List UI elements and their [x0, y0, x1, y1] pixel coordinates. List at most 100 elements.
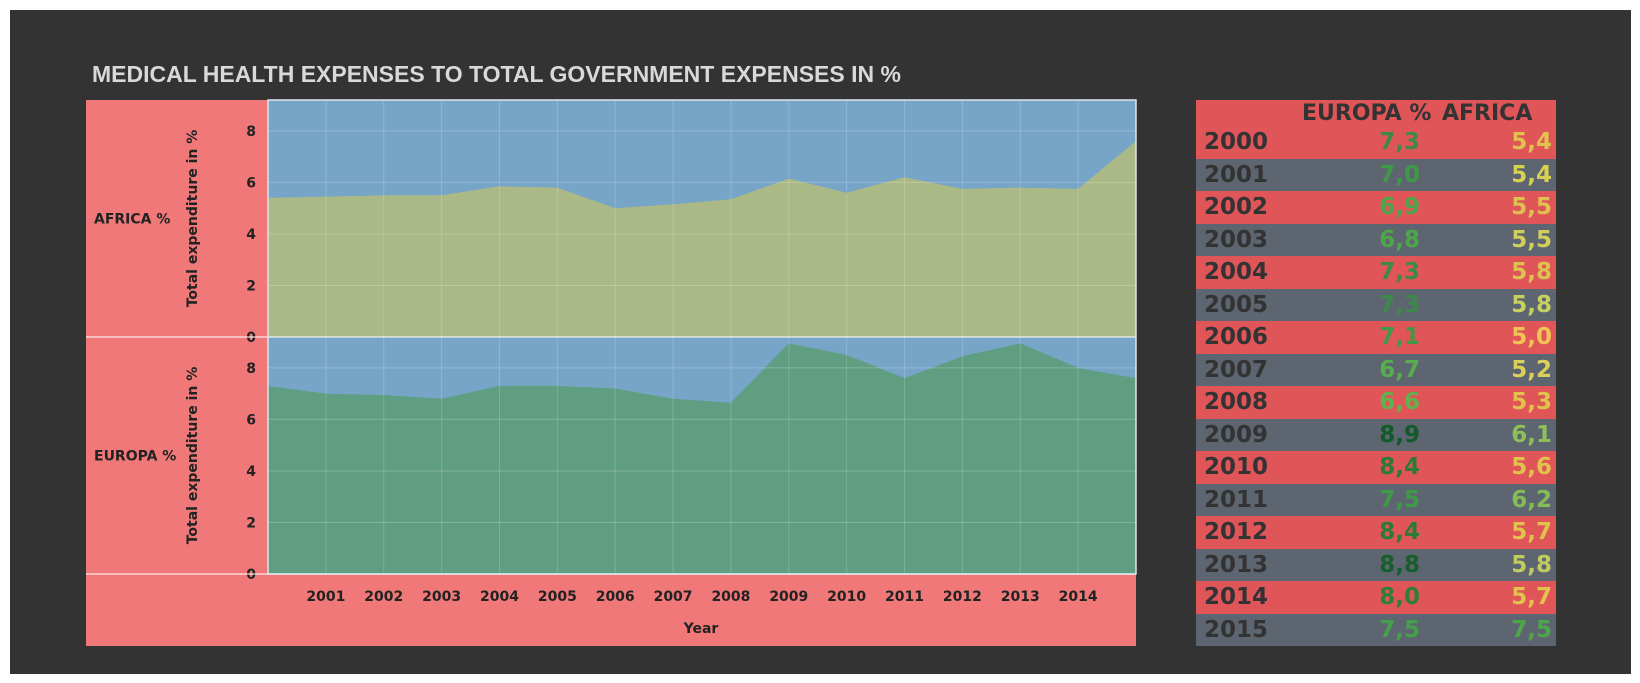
row-europa-value: 7,3: [1379, 291, 1420, 318]
row-africa-value: 5,4: [1511, 161, 1552, 188]
table-row: 2000 7,3 5,4: [1196, 126, 1556, 159]
table-row: 2011 7,5 6,2: [1196, 483, 1556, 516]
row-europa-value: 6,6: [1379, 389, 1420, 415]
chart-labels: 0 2 4 6 8 Total expenditure in % AFRICA % 0 2 4 6 8…: [86, 99, 1137, 637]
y-tick-label: 6: [246, 175, 256, 191]
row-africa-value: 5,7: [1511, 519, 1552, 545]
row-africa-value: 5,8: [1511, 551, 1552, 578]
y-tick-label: 2: [246, 278, 256, 294]
table-header: EUROPA % AFRICA %: [1196, 100, 1556, 151]
table-row: 2009 8,9 6,1: [1196, 418, 1556, 451]
row-europa-value: 8,8: [1379, 551, 1420, 578]
table-row: 2002 6,9 5,5: [1196, 191, 1556, 224]
x-tick-label: 2002: [364, 589, 403, 605]
x-tick-label: 2013: [1001, 589, 1040, 605]
row-year: 2014: [1204, 584, 1269, 610]
row-africa-value: 5,0: [1511, 324, 1552, 350]
x-axis-title: Year: [683, 621, 719, 637]
y-tick-label: 0: [246, 567, 256, 583]
row-europa-value: 7,5: [1379, 616, 1420, 643]
y-tick-label: 2: [246, 515, 256, 531]
row-africa-value: 5,7: [1511, 584, 1552, 610]
table-row: 2004 7,3 5,8: [1196, 256, 1556, 289]
row-europa-value: 6,9: [1379, 194, 1420, 220]
table-row: 2001 7,0 5,4: [1196, 158, 1556, 191]
row-africa-value: 5,5: [1511, 226, 1552, 253]
row-europa-value: 7,3: [1379, 259, 1420, 285]
row-year: 2008: [1204, 389, 1269, 415]
row-year: 2012: [1204, 519, 1269, 545]
y-tick-label: 4: [246, 227, 256, 243]
row-africa-value: 6,1: [1511, 421, 1552, 448]
row-europa-value: 8,4: [1379, 519, 1420, 545]
row-africa-value: 5,6: [1511, 454, 1552, 480]
row-africa-value: 5,2: [1511, 356, 1552, 383]
y-tick-label: 4: [246, 464, 256, 480]
row-africa-value: 6,2: [1511, 486, 1552, 513]
y-tick-label: 6: [246, 412, 256, 428]
row-europa-value: 8,9: [1379, 421, 1420, 448]
x-tick-label: 2009: [769, 589, 808, 605]
x-tick-label: 2003: [422, 589, 461, 605]
row-europa-value: 6,8: [1379, 226, 1420, 253]
table-row: 2012 8,4 5,7: [1196, 516, 1556, 549]
row-year: 2010: [1204, 454, 1269, 480]
y-tick-label: 8: [246, 124, 256, 140]
values-table: EUROPA % AFRICA % 20007,35,420017,05,420…: [1196, 100, 1556, 646]
x-tick-label: 2011: [885, 589, 924, 605]
row-africa-value: 5,5: [1511, 194, 1552, 220]
row-africa-value: 5,8: [1511, 291, 1552, 318]
x-tick-label: 2005: [538, 589, 577, 605]
row-year: 2002: [1204, 194, 1269, 220]
table-row: 2003 6,8 5,5: [1196, 223, 1556, 256]
x-tick-label: 2014: [1059, 589, 1098, 605]
row-europa-value: 7,3: [1379, 129, 1420, 155]
x-tick-label: 2010: [827, 589, 866, 605]
table-body: 2000 7,3 5,4 2001 7,0 5,4 2002 6,9 5,5 2003 6,8 5,5…: [1196, 126, 1556, 646]
panel-label: AFRICA %: [94, 212, 170, 228]
x-tick-label: 2008: [711, 589, 750, 605]
series-area: [268, 141, 1136, 337]
row-africa-value: 7,5: [1511, 616, 1552, 643]
table-row: 2005 7,3 5,8: [1196, 288, 1556, 321]
y-axis-title: Total expenditure in %: [185, 367, 201, 545]
dashboard-title: MEDICAL HEALTH EXPENSES TO TOTAL GOVERNM…: [92, 61, 901, 87]
row-europa-value: 7,0: [1379, 161, 1420, 188]
x-tick-label: 2006: [596, 589, 635, 605]
header-europa: EUROPA %: [1302, 101, 1432, 126]
row-year: 2007: [1204, 356, 1269, 383]
row-year: 2003: [1204, 226, 1269, 253]
row-year: 2001: [1204, 161, 1269, 188]
row-europa-value: 8,0: [1379, 584, 1420, 610]
table-row: 2010 8,4 5,6: [1196, 451, 1556, 484]
x-tick-label: 2007: [654, 589, 693, 605]
row-year: 2000: [1204, 129, 1269, 155]
row-year: 2015: [1204, 616, 1269, 643]
y-axis-title: Total expenditure in %: [185, 130, 201, 308]
table-row: 2008 6,6 5,3: [1196, 386, 1556, 419]
plot-border: [267, 99, 1137, 575]
table-row: 2014 8,0 5,7: [1196, 581, 1556, 614]
row-year: 2004: [1204, 259, 1269, 285]
x-tick-label: 2012: [943, 589, 982, 605]
row-africa-value: 5,8: [1511, 259, 1552, 285]
row-europa-value: 7,5: [1379, 486, 1420, 513]
plot-areas: [267, 100, 1137, 574]
row-year: 2009: [1204, 421, 1269, 448]
row-year: 2005: [1204, 291, 1269, 318]
row-africa-value: 5,3: [1511, 389, 1552, 415]
row-europa-value: 7,1: [1379, 324, 1420, 350]
row-year: 2006: [1204, 324, 1269, 350]
x-tick-label: 2004: [480, 589, 519, 605]
row-year: 2011: [1204, 486, 1269, 513]
panel-label: EUROPA %: [94, 449, 176, 465]
row-africa-value: 5,4: [1511, 129, 1552, 155]
series-area: [268, 343, 1136, 574]
table-row: 2006 7,1 5,0: [1196, 321, 1556, 354]
table-row: 2015 7,5 7,5: [1196, 613, 1556, 646]
table-row: 2007 6,7 5,2: [1196, 353, 1556, 386]
y-tick-label: 0: [246, 330, 256, 346]
row-year: 2013: [1204, 551, 1269, 578]
table-row: 2013 8,8 5,8: [1196, 548, 1556, 581]
